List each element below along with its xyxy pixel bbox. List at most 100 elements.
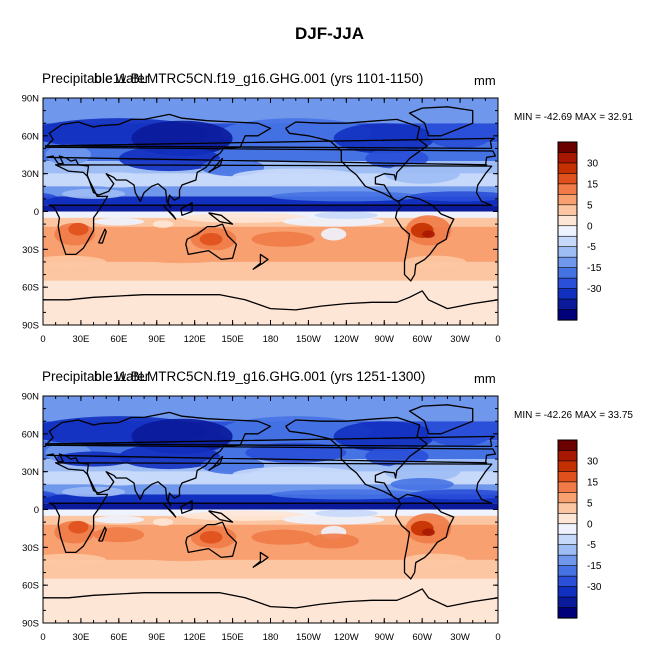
lon-tick-label: 0: [40, 334, 45, 345]
colorbar-label: -5: [587, 242, 596, 253]
colorbar-swatch: [557, 554, 578, 567]
colorbar-swatch: [557, 460, 578, 473]
panel-min-max: MIN = -42.69 MAX = 32.91: [514, 112, 633, 123]
lon-tick-label: 30W: [450, 632, 470, 643]
colorbar-swatch: [557, 246, 578, 258]
lat-tick-label: 30S: [22, 543, 39, 554]
panel-title: Precipitable water b.e11.BLMTRC5CN.f19_g…: [42, 71, 423, 86]
colorbar-label: 30: [587, 456, 599, 467]
lon-tick-label: 120E: [184, 334, 206, 345]
lon-tick-label: 120W: [334, 632, 359, 643]
lon-tick-label: 60E: [110, 632, 127, 643]
colorbar-swatch: [557, 502, 578, 514]
colorbar-label: 30: [587, 158, 599, 169]
lon-tick-label: 180: [263, 334, 279, 345]
coastlines: [43, 404, 498, 609]
panel-title: Precipitable water b.e11.BLMTRC5CN.f19_g…: [42, 369, 425, 384]
colorbar-swatch: [557, 492, 578, 504]
lat-tick-label: 60S: [22, 283, 39, 294]
colorbar-swatch: [557, 575, 578, 588]
colorbar-swatch: [557, 256, 578, 269]
colorbar-swatch: [557, 225, 578, 237]
colorbar-swatch: [557, 512, 578, 525]
colorbar-swatch: [557, 267, 578, 279]
colorbar-swatch: [557, 162, 578, 175]
lon-tick-label: 150W: [296, 632, 321, 643]
coastlines: [43, 106, 498, 311]
colorbar-swatch: [557, 565, 578, 577]
colorbar-label: 15: [587, 477, 599, 488]
colorbar-swatch: [557, 277, 578, 290]
colorbar-swatch: [557, 204, 578, 216]
lat-tick-label: 90N: [22, 392, 40, 403]
lon-tick-label: 150E: [221, 334, 243, 345]
colorbar-label: -30: [587, 582, 602, 593]
lon-tick-label: 0: [495, 632, 500, 643]
map-field: [43, 98, 498, 325]
lon-tick-label: 180: [263, 632, 279, 643]
lon-tick-label: 0: [40, 632, 45, 643]
lon-tick-label: 60W: [412, 334, 432, 345]
colorbar-label: -5: [587, 540, 596, 551]
colorbar-label: -15: [587, 561, 602, 572]
colorbar-label: -30: [587, 284, 602, 295]
panel-title-left: Precipitable water: [42, 369, 150, 384]
lon-tick-label: 90W: [374, 334, 394, 345]
colorbar-swatch: [557, 173, 578, 185]
colorbar-swatch: [557, 152, 578, 164]
colorbar-swatch: [557, 523, 578, 535]
colorbar-swatch: [557, 298, 578, 311]
lon-tick-label: 30E: [72, 632, 89, 643]
lon-tick-label: 150W: [296, 334, 321, 345]
colorbar-swatch: [557, 214, 578, 227]
colorbar-swatch: [557, 183, 578, 195]
colorbar-swatch: [557, 586, 578, 598]
lon-tick-label: 150E: [221, 632, 243, 643]
lon-tick-label: 30W: [450, 334, 470, 345]
lat-tick-label: 0: [34, 505, 39, 516]
colorbar-swatch: [557, 288, 578, 300]
panel-units: mm: [474, 73, 496, 88]
lon-tick-label: 60E: [110, 334, 127, 345]
colorbar-label: -15: [587, 263, 602, 274]
colorbar-swatch: [557, 481, 578, 493]
lon-tick-label: 60W: [412, 632, 432, 643]
colorbar-swatch: [557, 141, 578, 154]
lat-tick-label: 90N: [22, 94, 40, 105]
map-panel-top: Precipitable water b.e11.BLMTRC5CN.f19_g…: [0, 68, 659, 368]
panel-title-center: b.e11.BLMTRC5CN.f19_g16.GHG.001 (yrs 110…: [94, 71, 424, 86]
colorbar-swatch: [557, 194, 578, 206]
lat-tick-label: 90S: [22, 321, 39, 332]
lon-tick-label: 90E: [148, 334, 165, 345]
map-panel-bottom: Precipitable water b.e11.BLMTRC5CN.f19_g…: [0, 366, 659, 666]
panel-title-left: Precipitable water: [42, 71, 150, 86]
colorbar-swatch: [557, 544, 578, 556]
colorbar-swatch: [557, 471, 578, 483]
lon-tick-label: 120E: [184, 632, 206, 643]
panel-min-max: MIN = -42.26 MAX = 33.75: [514, 410, 633, 421]
lon-tick-label: 0: [495, 334, 500, 345]
panel-title-center: b.e11.BLMTRC5CN.f19_g16.GHG.001 (yrs 125…: [94, 369, 426, 384]
lat-tick-label: 60N: [22, 429, 40, 440]
panel-units: mm: [474, 371, 496, 386]
colorbar-label: 0: [587, 519, 593, 530]
lat-tick-label: 90S: [22, 619, 39, 630]
page-title: DJF-JJA: [295, 24, 364, 43]
colorbar-swatch: [557, 439, 578, 452]
lon-tick-label: 90E: [148, 632, 165, 643]
lat-tick-label: 0: [34, 207, 39, 218]
colorbar-swatch: [557, 607, 578, 619]
lat-tick-label: 60N: [22, 131, 40, 142]
colorbar-swatch: [557, 309, 578, 321]
lon-tick-label: 90W: [374, 632, 394, 643]
colorbar-label: 0: [587, 221, 593, 232]
colorbar-swatch: [557, 450, 578, 462]
colorbar-swatch: [557, 596, 578, 609]
colorbar-swatch: [557, 533, 578, 546]
lat-tick-label: 30S: [22, 245, 39, 256]
colorbar: 30 15 5 0 -5 -15 -30: [557, 141, 602, 321]
